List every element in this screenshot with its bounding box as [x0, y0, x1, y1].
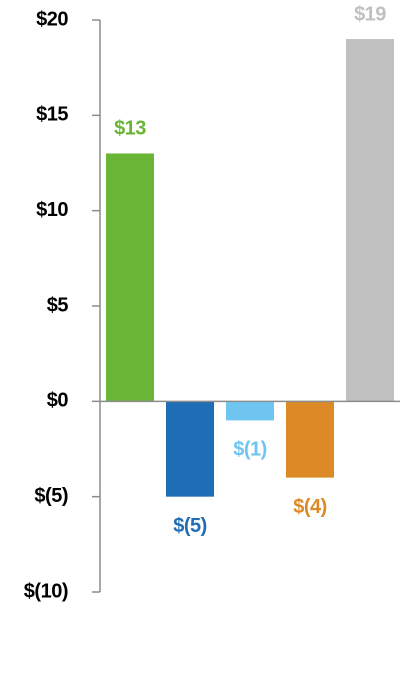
y-tick-label: $0	[47, 390, 69, 412]
y-tick-label: $20	[36, 8, 68, 30]
value-label: $(1)	[233, 439, 267, 461]
bar	[106, 153, 154, 402]
value-label: $(4)	[293, 496, 327, 518]
value-label: $13	[114, 118, 146, 140]
bar	[166, 401, 214, 497]
value-label: $(5)	[173, 515, 207, 537]
bar	[346, 39, 394, 402]
y-tick-label: $(10)	[24, 580, 68, 602]
y-tick-label: $5	[47, 294, 69, 316]
y-tick-label: $15	[36, 104, 68, 126]
y-tick-label: $10	[36, 199, 68, 221]
bar	[286, 401, 334, 478]
y-tick-label: $(5)	[34, 485, 68, 507]
value-label: $19	[354, 3, 386, 25]
bar	[226, 401, 274, 421]
